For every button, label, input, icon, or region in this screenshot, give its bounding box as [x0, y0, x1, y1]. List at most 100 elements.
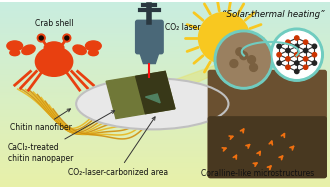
Polygon shape — [106, 71, 175, 119]
Bar — [0, 17, 330, 19]
Bar — [0, 185, 330, 187]
Bar — [0, 1, 330, 3]
Bar — [0, 170, 330, 172]
Bar — [0, 161, 330, 163]
Circle shape — [270, 28, 323, 81]
Bar — [0, 130, 330, 132]
Bar — [0, 111, 330, 113]
Ellipse shape — [85, 41, 101, 51]
Bar — [0, 9, 330, 11]
Circle shape — [277, 44, 281, 49]
Circle shape — [214, 30, 273, 89]
Bar — [0, 167, 330, 169]
Circle shape — [248, 56, 255, 64]
Bar — [0, 97, 330, 99]
Ellipse shape — [88, 50, 98, 56]
Bar — [0, 126, 330, 129]
Bar — [0, 137, 330, 139]
Bar — [0, 113, 330, 115]
Bar — [0, 75, 330, 77]
Bar — [0, 48, 330, 50]
Bar — [0, 54, 330, 56]
Bar — [0, 119, 330, 121]
Bar — [0, 117, 330, 119]
Bar — [0, 49, 330, 51]
Bar — [0, 178, 330, 180]
Circle shape — [230, 60, 238, 67]
Bar — [0, 123, 330, 125]
Circle shape — [277, 61, 281, 65]
Bar — [0, 173, 330, 175]
Circle shape — [273, 31, 320, 78]
Bar — [0, 181, 330, 183]
Circle shape — [303, 57, 308, 61]
Circle shape — [65, 36, 69, 40]
Ellipse shape — [35, 47, 73, 76]
Bar — [0, 51, 330, 53]
Bar — [0, 72, 330, 74]
Bar — [0, 66, 330, 68]
Bar — [0, 102, 330, 104]
Circle shape — [39, 36, 43, 40]
Bar — [0, 145, 330, 147]
Text: CaCl₂-treated
chitin nanopaper: CaCl₂-treated chitin nanopaper — [8, 111, 115, 163]
Circle shape — [295, 69, 299, 74]
Ellipse shape — [10, 50, 19, 56]
Circle shape — [250, 64, 257, 71]
Bar — [0, 168, 330, 170]
Bar — [0, 82, 330, 84]
Bar — [0, 159, 330, 161]
Circle shape — [240, 52, 248, 60]
Bar — [0, 10, 330, 12]
Bar — [0, 96, 330, 98]
Bar — [0, 15, 330, 17]
Bar — [0, 151, 330, 153]
Bar — [0, 27, 330, 29]
Circle shape — [312, 61, 317, 65]
Bar — [0, 142, 330, 144]
Bar — [0, 148, 330, 150]
Bar — [0, 14, 330, 15]
Bar — [0, 58, 330, 60]
Circle shape — [295, 44, 299, 49]
Circle shape — [37, 34, 45, 42]
Bar — [0, 122, 330, 124]
Bar — [0, 18, 330, 20]
Ellipse shape — [73, 45, 86, 55]
Bar — [0, 147, 330, 149]
Text: CO₂-laser-carbonized area: CO₂-laser-carbonized area — [68, 117, 168, 177]
Bar — [0, 68, 330, 70]
FancyBboxPatch shape — [136, 20, 163, 54]
Bar — [0, 61, 330, 64]
Bar — [0, 156, 330, 158]
Bar — [0, 20, 330, 22]
Bar — [0, 182, 330, 184]
Bar — [0, 120, 330, 122]
Bar — [0, 12, 330, 14]
Circle shape — [312, 44, 317, 49]
Bar — [0, 179, 330, 181]
Polygon shape — [136, 71, 175, 114]
Bar — [0, 71, 330, 73]
Circle shape — [295, 36, 299, 40]
Circle shape — [236, 48, 244, 56]
Bar — [0, 3, 330, 5]
Bar — [0, 125, 330, 127]
Bar — [0, 171, 330, 174]
Bar — [0, 134, 330, 136]
Bar — [0, 162, 330, 164]
Text: Crab shell: Crab shell — [35, 19, 73, 28]
Bar — [0, 176, 330, 178]
Bar — [0, 154, 330, 156]
Circle shape — [286, 40, 290, 44]
Bar — [0, 143, 330, 146]
Bar — [0, 34, 330, 36]
FancyBboxPatch shape — [208, 70, 326, 177]
Bar — [0, 94, 330, 96]
Text: Coralline-like microstructures: Coralline-like microstructures — [201, 169, 314, 177]
Bar — [0, 116, 330, 118]
Bar — [0, 165, 330, 167]
Bar — [0, 114, 330, 116]
Bar — [0, 91, 330, 93]
Bar — [0, 24, 330, 26]
